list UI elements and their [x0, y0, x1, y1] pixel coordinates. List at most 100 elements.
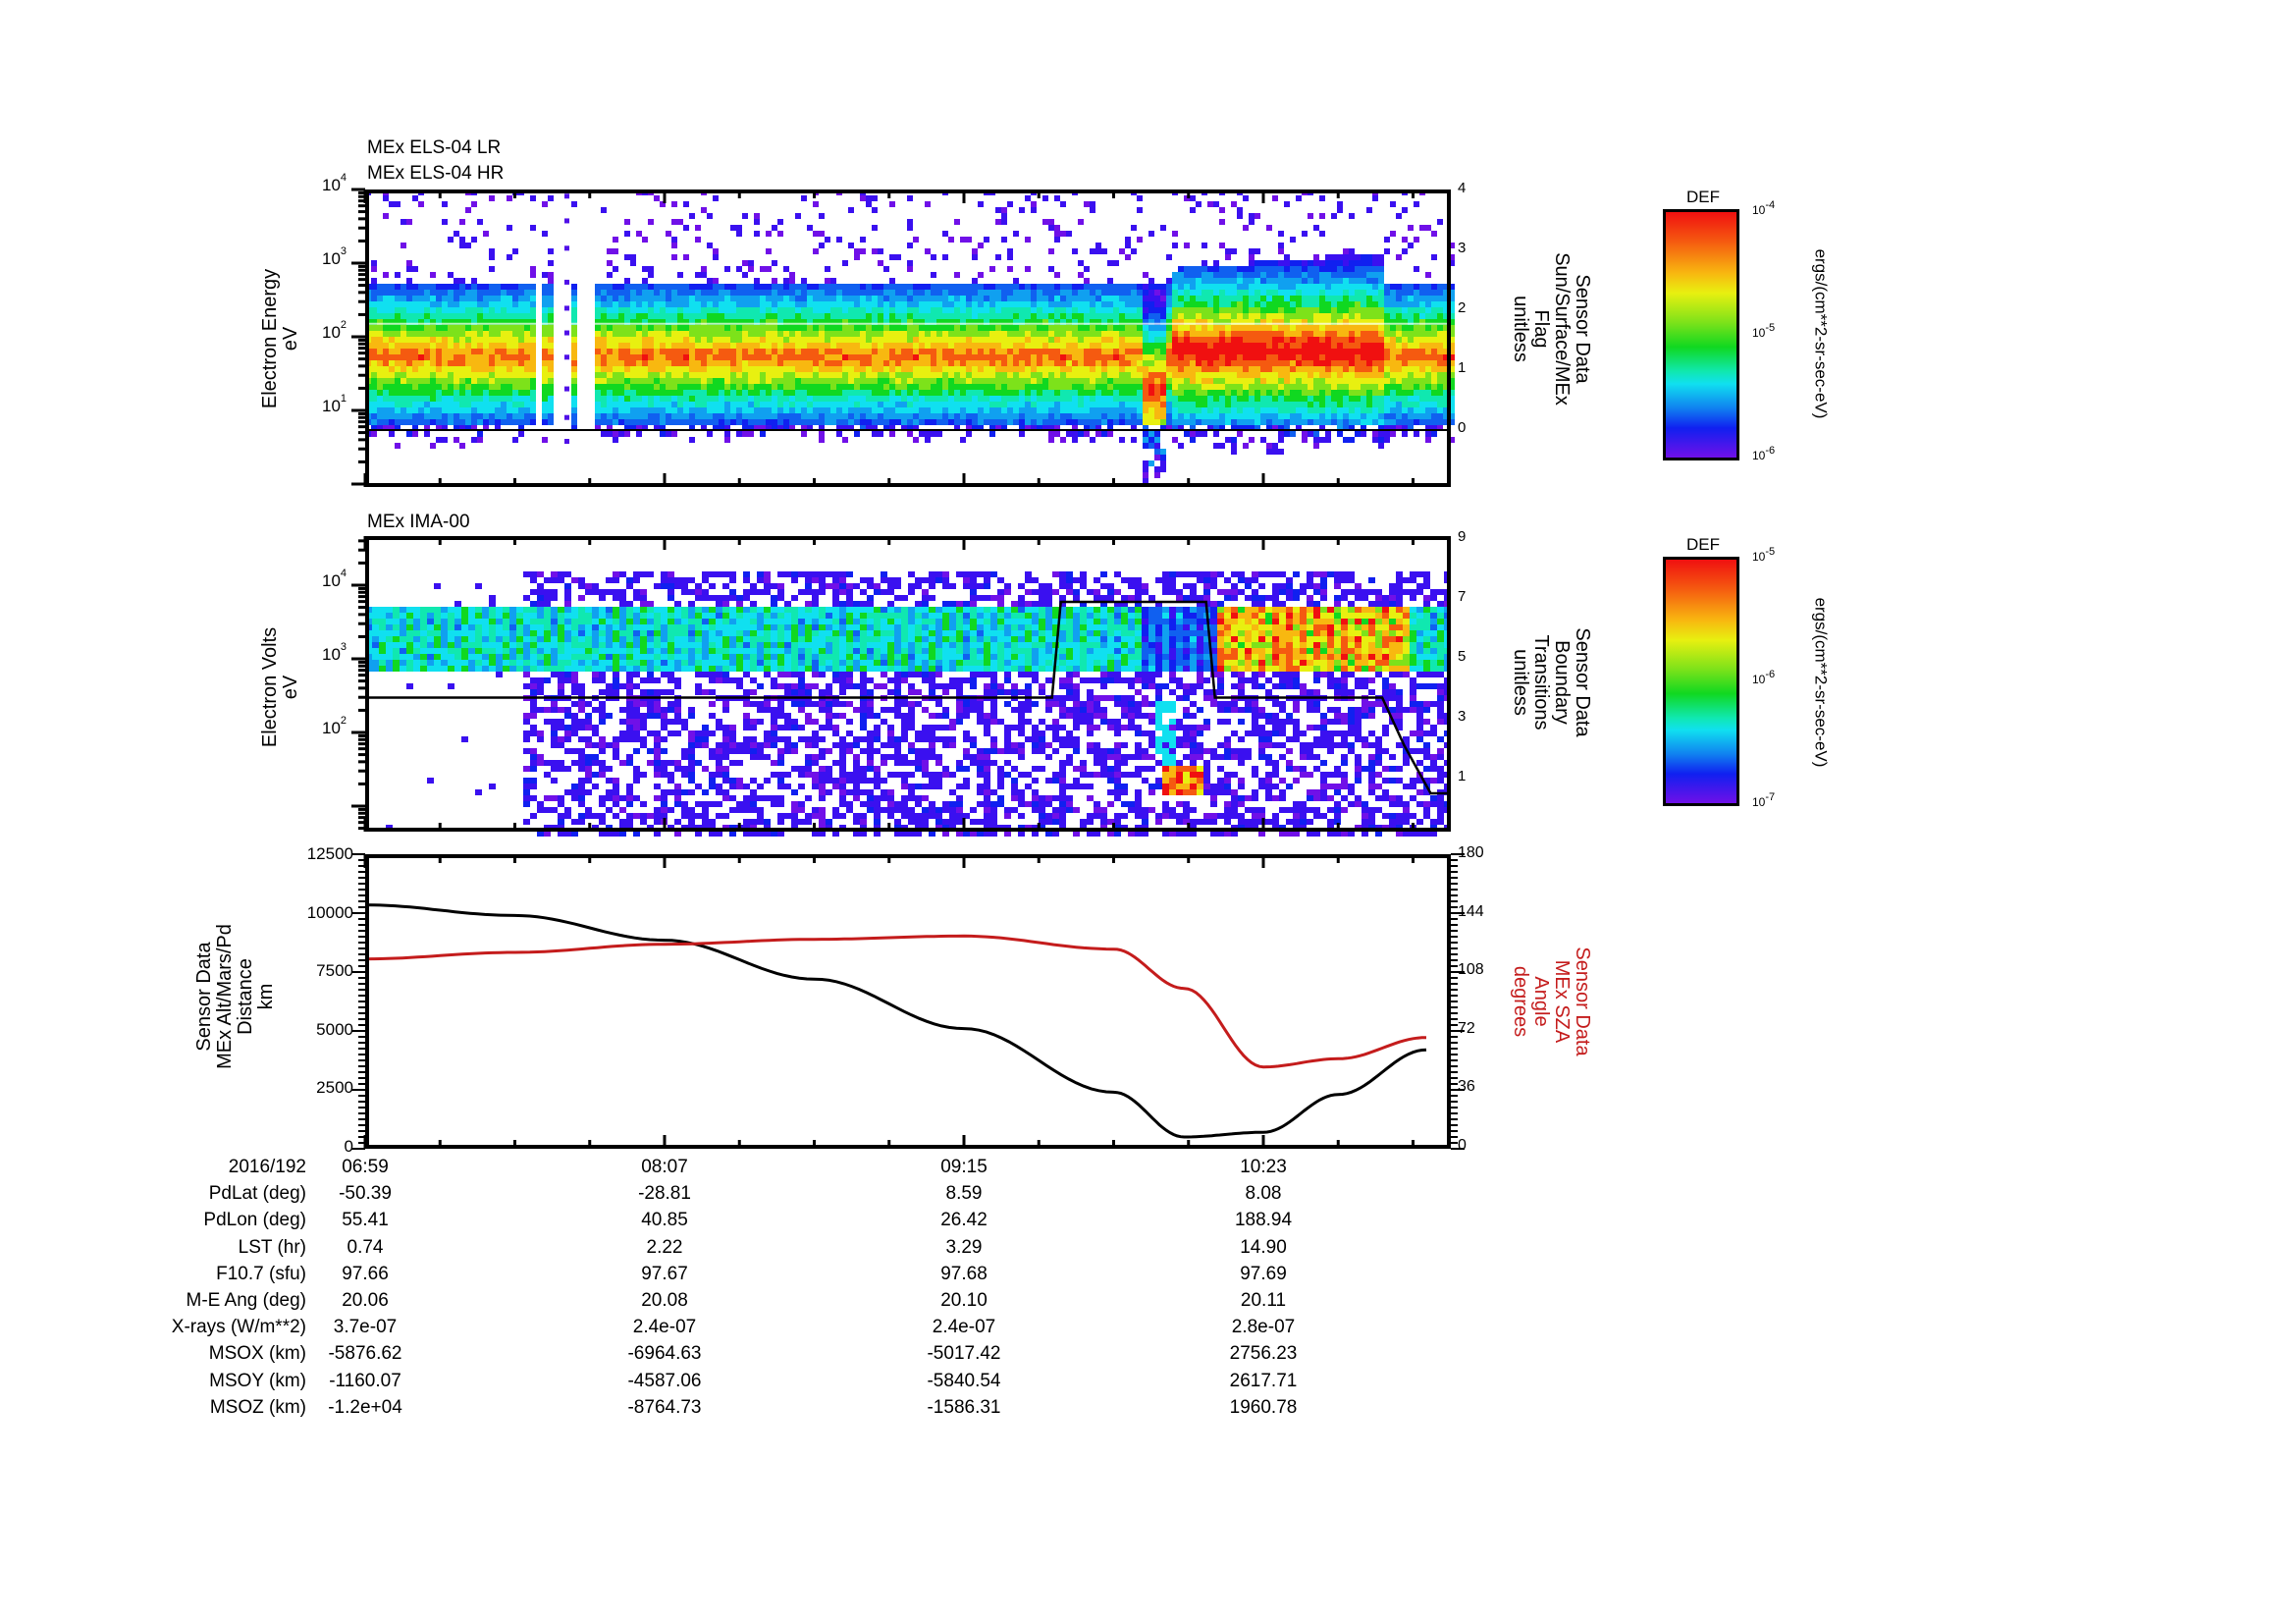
ephemeris-cell: -1160.07	[329, 1370, 401, 1391]
y-tick-label: 2500	[316, 1078, 353, 1098]
els-colorbar	[1663, 209, 1739, 460]
ephemeris-row-label: X-rays (W/m**2)	[171, 1317, 306, 1338]
y-tick-label: 5000	[316, 1019, 353, 1039]
y-tick-label: 104	[322, 568, 347, 590]
ephemeris-cell: 2.4e-07	[632, 1317, 697, 1338]
ephemeris-row: MSOZ (km) -1.2e+04 -8764.73 -1586.31 1960.78	[0, 1397, 2296, 1423]
ephemeris-cell: 20.06	[342, 1290, 389, 1311]
right-tick-label: 7	[1458, 588, 1467, 605]
ephemeris-cell: 2.22	[646, 1236, 683, 1258]
ephemeris-row: LST (hr) 0.74 2.22 3.29 14.90	[0, 1237, 2296, 1263]
right-tick-label: 180	[1458, 844, 1484, 861]
ima-colorbar-tick-mid: 10-6	[1752, 669, 1776, 686]
ephemeris-row: M-E Ang (deg) 20.06 20.08 20.10 20.11	[0, 1290, 2296, 1316]
right-tick-label: 0	[1458, 419, 1467, 436]
y-tick-label: 0	[344, 1137, 353, 1156]
ephemeris-cell: 2756.23	[1229, 1343, 1298, 1365]
right-tick-label: 72	[1458, 1019, 1475, 1037]
y-tick-label: 102	[322, 319, 347, 342]
ephemeris-cell: 20.10	[940, 1290, 988, 1311]
els-colorbar-title: DEF	[1686, 188, 1720, 206]
ephemeris-row-label: PdLat (deg)	[208, 1183, 306, 1205]
ephemeris-row-label: M-E Ang (deg)	[186, 1290, 307, 1311]
right-tick-label: 1	[1458, 768, 1467, 784]
ima-title: MEx IMA-00	[367, 512, 470, 532]
els-colorbar-tick-max: 10-4	[1752, 199, 1776, 217]
y-tick-label: 101	[322, 393, 347, 415]
ima-colorbar-title: DEF	[1686, 535, 1720, 554]
ephemeris-row-label: MSOX (km)	[208, 1343, 306, 1365]
ephemeris-row: MSOX (km) -5876.62 -6964.63 -5017.42 2756.23	[0, 1343, 2296, 1369]
right-tick-label: 9	[1458, 528, 1467, 545]
ephemeris-cell: 2617.71	[1229, 1370, 1298, 1391]
ima-right-axis-label: Sensor Data Boundary Transitions unitless	[1510, 627, 1593, 737]
ephemeris-row: PdLon (deg) 55.41 40.85 26.42 188.94	[0, 1210, 2296, 1235]
ephemeris-cell: 09:15	[940, 1157, 988, 1177]
sza-right-axis-label: Sensor Data MEx SZA Angle degrees	[1510, 947, 1593, 1056]
ima-y-axis-label: Electron Volts eV	[259, 626, 301, 748]
distance-y-axis-label: Sensor Data MEx Alt/Mars/Pd Distance km	[193, 924, 277, 1069]
ephemeris-cell: 55.41	[342, 1210, 389, 1231]
y-tick-label: 10000	[306, 902, 353, 922]
ephemeris-cell: -28.81	[638, 1183, 691, 1205]
ephemeris-cell: 188.94	[1234, 1210, 1293, 1231]
els-plot-frame	[365, 189, 1451, 487]
right-tick-label: 3	[1458, 240, 1467, 256]
ephemeris-cell: -4587.06	[627, 1370, 702, 1391]
ephemeris-cell: 20.11	[1240, 1290, 1287, 1311]
ephemeris-cell: 8.59	[945, 1183, 983, 1205]
ephemeris-row: F10.7 (sfu) 97.66 97.67 97.68 97.69	[0, 1264, 2296, 1289]
right-tick-label: 144	[1458, 902, 1484, 920]
ephemeris-cell: -6964.63	[627, 1343, 702, 1365]
els-title-lr: MEx ELS-04 LR	[367, 137, 502, 158]
ephemeris-cell: 3.29	[945, 1236, 983, 1258]
ephemeris-cell: 97.69	[1240, 1263, 1287, 1284]
y-tick-label: 12500	[306, 844, 353, 863]
ima-colorbar-units: ergs/(cm**2-sr-sec-eV)	[1811, 597, 1831, 768]
y-tick-label: 103	[322, 245, 347, 268]
ephemeris-row-label: F10.7 (sfu)	[216, 1263, 306, 1284]
ephemeris-cell: -5017.42	[927, 1343, 1001, 1365]
els-title-hr: MEx ELS-04 HR	[367, 163, 505, 184]
ephemeris-row: MSOY (km) -1160.07 -4587.06 -5840.54 2617.71	[0, 1371, 2296, 1396]
ima-spectrogram	[351, 536, 1451, 837]
ephemeris-cell: -5840.54	[927, 1370, 1001, 1391]
y-tick-label: 7500	[316, 961, 353, 981]
right-tick-label: 5	[1458, 648, 1467, 665]
right-tick-label: 1	[1458, 359, 1467, 376]
ephemeris-cell: 0.74	[347, 1236, 384, 1258]
els-right-axis-label: Sensor Data Sun/Surface/MEx Flag unitless	[1510, 252, 1593, 406]
right-tick-label: 2	[1458, 299, 1467, 316]
ima-colorbar-tick-max: 10-5	[1752, 546, 1776, 564]
ephemeris-row: 2016/192 06:59 08:07 09:15 10:23	[0, 1157, 2296, 1182]
distance-plot-frame	[365, 854, 1451, 1149]
ephemeris-cell: 97.66	[342, 1263, 389, 1284]
ephemeris-cell: 10:23	[1240, 1157, 1287, 1177]
els-y-axis-label: Electron Energy eV	[259, 268, 301, 409]
right-tick-label: 108	[1458, 961, 1484, 979]
right-tick-label: 0	[1458, 1137, 1467, 1154]
ephemeris-row-label: MSOY (km)	[209, 1370, 306, 1391]
right-tick-label: 36	[1458, 1078, 1475, 1096]
ephemeris-cell: 08:07	[641, 1157, 688, 1177]
right-tick-label: 3	[1458, 708, 1467, 725]
ephemeris-cell: 20.08	[641, 1290, 688, 1311]
ephemeris-cell: -5876.62	[328, 1343, 402, 1365]
ephemeris-cell: -1.2e+04	[328, 1396, 402, 1418]
ephemeris-row-label: LST (hr)	[238, 1236, 306, 1258]
ephemeris-cell: 97.68	[940, 1263, 988, 1284]
ephemeris-cell: 8.08	[1245, 1183, 1282, 1205]
ephemeris-cell: 06:59	[342, 1157, 389, 1177]
ephemeris-cell: 26.42	[940, 1210, 988, 1231]
ephemeris-cell: -1586.31	[927, 1396, 1001, 1418]
ephemeris-cell: 2.4e-07	[932, 1317, 996, 1338]
ima-plot-frame	[365, 536, 1451, 832]
ephemeris-cell: 1960.78	[1229, 1396, 1298, 1418]
ima-colorbar	[1663, 557, 1739, 806]
ephemeris-cell: 3.7e-07	[333, 1317, 398, 1338]
ephemeris-cell: 40.85	[641, 1210, 688, 1231]
ephemeris-cell: -8764.73	[627, 1396, 702, 1418]
y-tick-label: 103	[322, 641, 347, 664]
ephemeris-row: X-rays (W/m**2) 3.7e-07 2.4e-07 2.4e-07 2.8e…	[0, 1317, 2296, 1342]
ima-colorbar-tick-min: 10-7	[1752, 791, 1776, 809]
